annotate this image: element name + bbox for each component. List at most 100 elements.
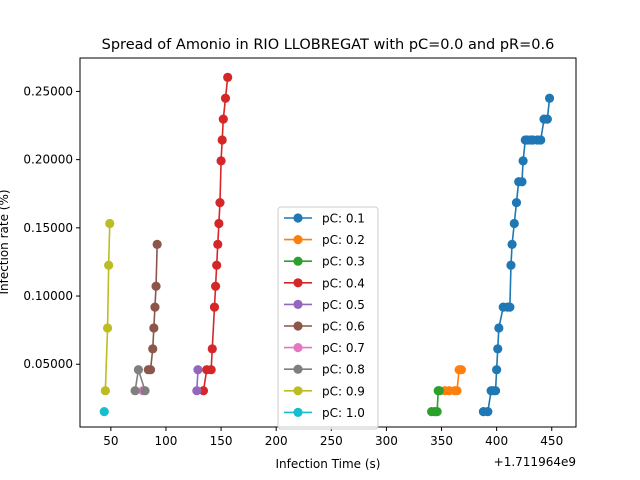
data-point [198,386,209,396]
data-point [518,156,528,166]
data-point [102,323,113,333]
x-tick-label: 250 [320,434,343,448]
data-point [210,281,221,291]
legend-item: pC: 0.7 [284,341,365,355]
series-pc-0-4 [198,72,233,396]
y-tick-label: 0.15000 [23,221,73,235]
data-point [148,344,158,354]
legend-item: pC: 0.9 [284,384,365,398]
series-layer [99,72,555,417]
data-point [517,177,527,187]
series-pc-0-8 [130,365,150,396]
legend-marker [293,278,303,288]
data-point [209,302,220,312]
y-tick-label: 0.05000 [23,357,73,371]
legend-label: pC: 0.1 [322,212,365,226]
data-point [218,114,228,124]
data-point [192,386,202,396]
legend-marker [293,386,303,396]
data-point [99,406,109,417]
legend-marker [293,256,303,266]
x-axis-label: Infection Time (s) [276,457,381,471]
data-point [152,239,162,249]
legend-label: pC: 0.4 [322,276,365,290]
legend-marker [293,407,303,417]
x-tick-label: 450 [540,434,563,448]
y-tick-label: 0.10000 [23,289,73,303]
data-point [149,323,159,333]
data-point [213,239,223,249]
data-point [104,260,114,270]
data-point [432,406,442,417]
legend-marker [293,213,303,223]
data-point [511,198,522,208]
data-point [490,386,501,396]
x-tick-label: 300 [375,434,398,448]
legend-item: pC: 0.6 [284,320,365,334]
series-pc-0-5 [192,365,203,396]
x-tick-label: 150 [210,434,233,448]
legend-marker [293,321,303,331]
data-point [217,135,227,145]
data-point [223,72,233,82]
legend-item: pC: 0.4 [284,276,365,290]
legend-item: pC: 1.0 [284,406,365,420]
legend-label: pC: 1.0 [322,406,365,420]
legend-marker [293,299,303,309]
data-point [145,365,156,375]
legend-marker [293,364,303,374]
data-point [216,156,226,166]
data-point [100,386,110,396]
data-point [509,218,519,229]
x-tick-label: 200 [265,434,288,448]
data-point [544,93,555,103]
y-axis: 0.05000 0.10000 0.15000 0.20000 0.25000 [23,84,80,371]
data-point [215,198,225,208]
legend-label: pC: 0.9 [322,384,365,398]
data-point [507,239,517,249]
series-line [104,223,111,391]
legend-item: pC: 0.5 [284,298,365,312]
data-point [220,93,231,103]
data-point [130,386,140,396]
data-point [133,365,144,375]
x-tick-label: 350 [430,434,453,448]
y-tick-label: 0.20000 [23,153,73,167]
data-point [434,386,444,396]
data-point [542,114,552,124]
series-pc-0-3 [427,386,444,417]
data-point [206,365,216,375]
series-pc-0-1 [478,93,555,417]
data-point [193,365,203,375]
legend-marker [293,235,303,245]
data-point [456,365,466,375]
data-point [492,365,502,375]
data-point [505,302,515,312]
y-tick-label: 0.25000 [23,84,73,98]
legend-label: pC: 0.6 [322,320,365,334]
data-point [494,323,504,333]
x-tick-label: 400 [485,434,508,448]
chart-title: Spread of Amonio in RIO LLOBREGAT with p… [102,37,555,53]
legend-label: pC: 0.5 [322,298,365,312]
series-pc-0-9 [100,218,115,396]
data-point [140,386,150,396]
legend-label: pC: 0.7 [322,341,365,355]
data-point [506,260,516,270]
legend-item: pC: 0.2 [284,233,365,247]
data-point [105,218,115,229]
legend-label: pC: 0.3 [322,255,365,269]
series-pc-0-6 [143,239,162,375]
y-axis-label: Infection rate (%) [0,189,11,294]
data-point [493,344,503,354]
legend-item: pC: 0.8 [284,363,365,377]
legend-item: pC: 0.1 [284,212,365,226]
legend: pC: 0.1 pC: 0.2 pC: 0.3 pC: 0.4 pC: 0.5 pC: 0… [277,206,379,430]
x-tick-label: 100 [155,434,178,448]
data-point [150,302,160,312]
series-pc-1-0 [99,406,109,417]
data-point [212,260,222,270]
x-tick-label: 50 [103,434,118,448]
legend-label: pC: 0.2 [322,233,365,247]
